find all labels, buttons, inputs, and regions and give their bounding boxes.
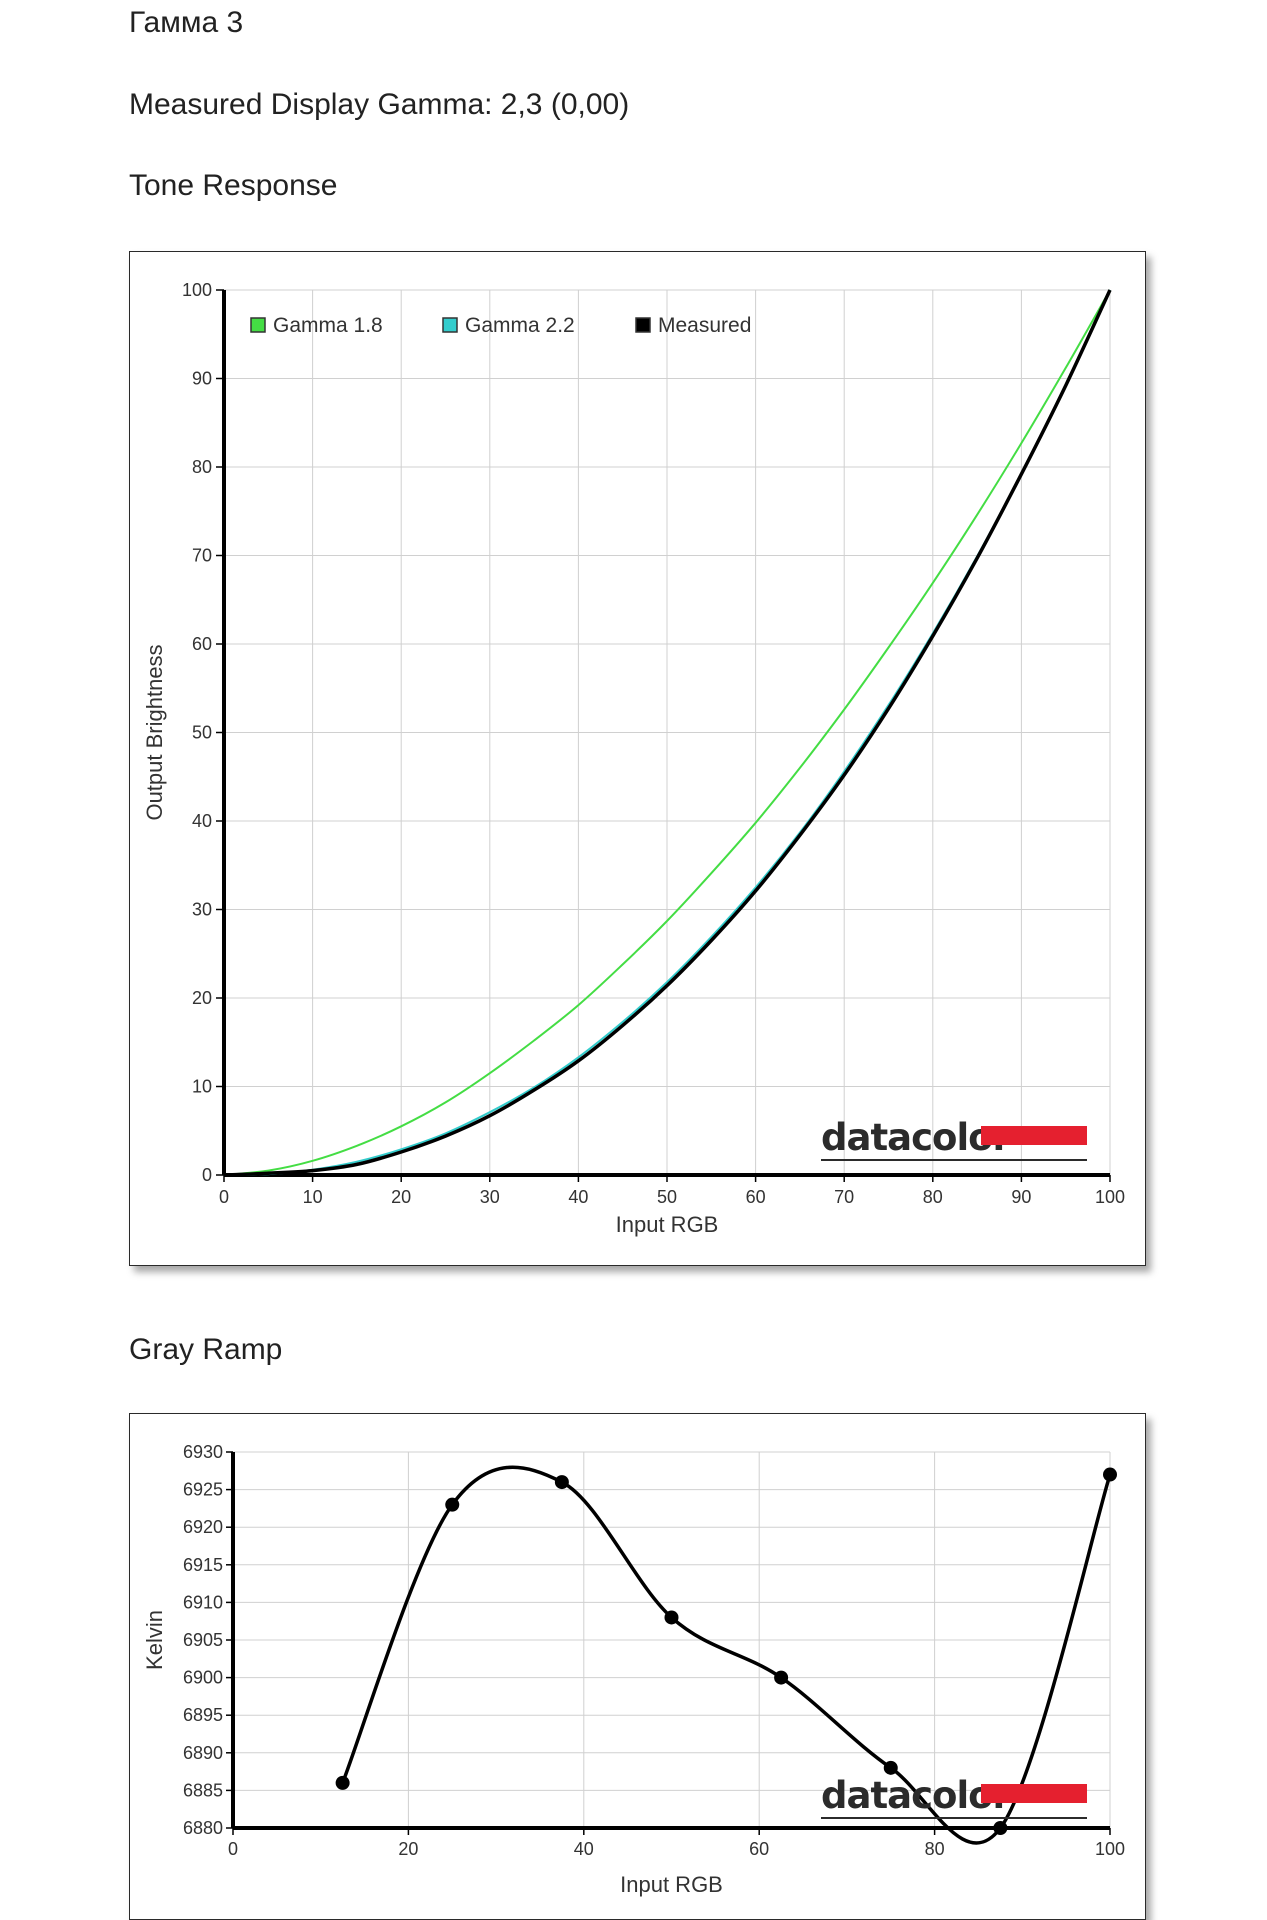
y-tick-label: 60 — [192, 634, 212, 654]
gray-ramp-chart: 6880 6885 6890 6895 6900 6905 6910 6915 6920 6925… — [129, 1413, 1146, 1920]
y-tick-label: 0 — [202, 1165, 212, 1185]
data-point — [774, 1670, 789, 1685]
data-point — [554, 1475, 569, 1490]
data-point — [1103, 1467, 1117, 1482]
x-tick-label: 90 — [1011, 1187, 1031, 1207]
x-axis-title: Input RGB — [616, 1212, 719, 1237]
legend-swatch — [442, 317, 458, 333]
y-axis-title: Output Brightness — [142, 644, 167, 820]
tone-response-chart: 0 10 20 30 40 50 60 70 80 90 100 0 10 20 30 40 50 60 70 80 9… — [129, 251, 1146, 1266]
gray-ramp-heading: Gray Ramp — [129, 1333, 283, 1366]
x-tick-label: 0 — [228, 1839, 238, 1859]
legend-label: Measured — [658, 314, 751, 337]
x-tick-label: 60 — [746, 1187, 766, 1207]
data-point — [993, 1821, 1008, 1835]
y-tick-label: 90 — [192, 369, 212, 389]
x-tick-label: 70 — [834, 1187, 854, 1207]
legend-swatch — [250, 317, 266, 333]
data-point — [883, 1760, 898, 1775]
x-tick-label: 60 — [749, 1839, 769, 1859]
x-axis-title: Input RGB — [620, 1872, 723, 1897]
datacolor-logo-bar — [981, 1126, 1087, 1145]
x-tick-label: 100 — [1095, 1187, 1125, 1207]
x-tick-label: 50 — [657, 1187, 677, 1207]
y-tick-label: 6905 — [183, 1630, 223, 1650]
series-line — [223, 289, 1112, 1177]
y-tick-label: 40 — [192, 811, 212, 831]
y-tick-label: 6925 — [183, 1480, 223, 1500]
x-tick-label: 20 — [391, 1187, 411, 1207]
y-tick-label: 6930 — [183, 1442, 223, 1462]
y-tick-label: 6895 — [183, 1705, 223, 1725]
y-tick-label: 20 — [192, 988, 212, 1008]
data-point — [664, 1610, 679, 1625]
y-tick-label: 30 — [192, 900, 212, 920]
datacolor-logo-text: datacolor — [821, 1116, 1012, 1159]
y-tick-label: 6900 — [183, 1668, 223, 1688]
y-tick-label: 70 — [192, 546, 212, 566]
gray-ramp-svg: 6880 6885 6890 6895 6900 6905 6910 6915 6920 6925… — [142, 1442, 1125, 1897]
legend-swatch — [635, 317, 651, 333]
y-tick-label: 50 — [192, 723, 212, 743]
data-point — [335, 1775, 350, 1790]
y-tick-label: 6920 — [183, 1517, 223, 1537]
y-tick-label: 6915 — [183, 1555, 223, 1575]
y-tick-label: 6885 — [183, 1780, 223, 1800]
x-tick-label: 40 — [574, 1839, 594, 1859]
x-tick-label: 0 — [219, 1187, 229, 1207]
x-tick-label: 10 — [303, 1187, 323, 1207]
y-tick-label: 6880 — [183, 1818, 223, 1838]
tone-response-svg: 0 10 20 30 40 50 60 70 80 90 100 0 10 20 30 40 50 60 70 80 9… — [142, 280, 1125, 1237]
x-tick-label: 100 — [1095, 1839, 1125, 1859]
datacolor-logo-bar — [981, 1784, 1087, 1803]
datacolor-logo-text: datacolor — [821, 1774, 1012, 1817]
y-tick-label: 6890 — [183, 1743, 223, 1763]
x-tick-label: 80 — [923, 1187, 943, 1207]
y-tick-label: 10 — [192, 1077, 212, 1097]
page-title: Гамма 3 — [129, 6, 244, 39]
measured-gamma-text: Measured Display Gamma: 2,3 (0,00) — [129, 88, 630, 121]
tone-response-heading: Tone Response — [129, 169, 338, 202]
legend-label: Gamma 1.8 — [273, 314, 383, 337]
legend-label: Gamma 2.2 — [465, 314, 575, 337]
y-tick-label: 6910 — [183, 1592, 223, 1612]
y-tick-label: 100 — [182, 280, 212, 300]
data-point — [445, 1497, 460, 1512]
y-tick-label: 80 — [192, 457, 212, 477]
series-line — [223, 289, 1111, 1176]
x-tick-label: 30 — [480, 1187, 500, 1207]
x-tick-label: 40 — [568, 1187, 588, 1207]
x-tick-label: 20 — [398, 1839, 418, 1859]
x-tick-label: 80 — [925, 1839, 945, 1859]
y-axis-title: Kelvin — [142, 1610, 167, 1670]
